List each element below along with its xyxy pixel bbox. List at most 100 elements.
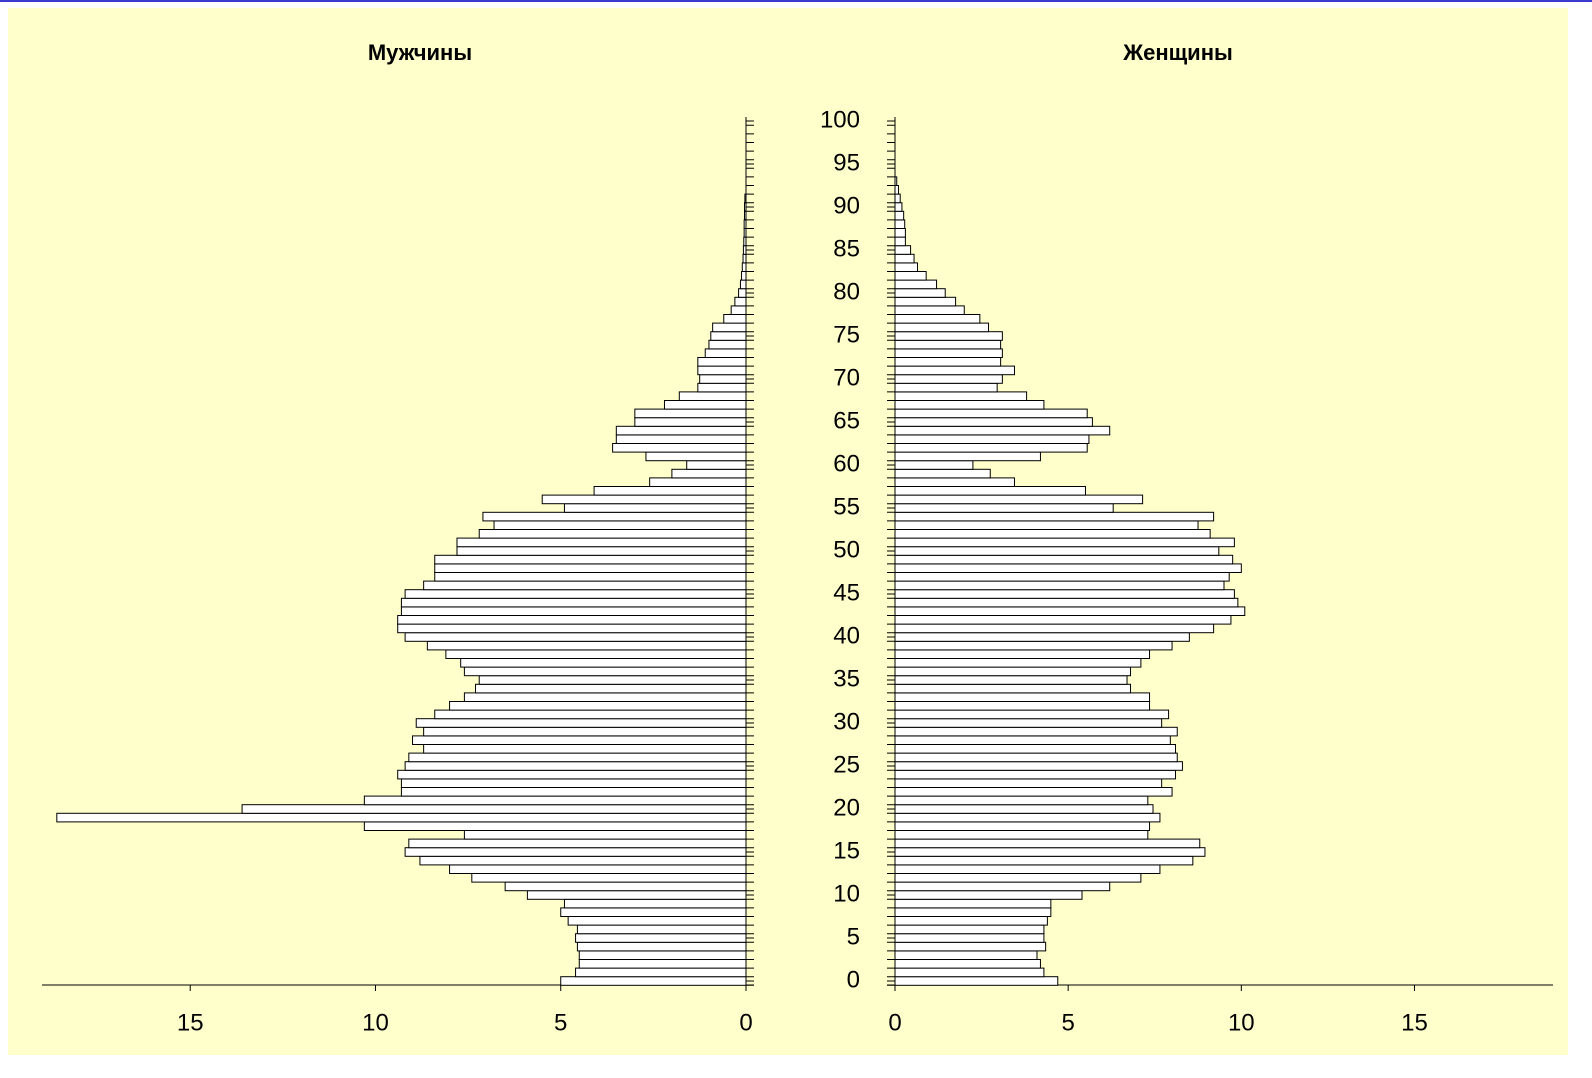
bar (894, 847, 1206, 857)
bar (894, 477, 1015, 487)
bar (686, 460, 747, 470)
bar (434, 554, 747, 565)
bar (708, 339, 747, 350)
bar (434, 563, 747, 574)
bar (894, 795, 1149, 806)
bar (894, 864, 1161, 875)
bar (894, 761, 1183, 771)
bar (894, 520, 1199, 531)
bar (894, 537, 1235, 548)
bar (894, 916, 1048, 926)
bar (894, 907, 1052, 918)
bar (445, 649, 747, 660)
bar (400, 787, 747, 797)
bar (894, 675, 1128, 685)
bar (612, 443, 747, 453)
chart-title: Женщины (1122, 40, 1233, 65)
bar (434, 572, 747, 582)
bar (738, 288, 747, 298)
bar (894, 322, 990, 333)
bar (894, 632, 1190, 642)
bar (563, 898, 747, 909)
bar (894, 855, 1194, 866)
bar (734, 296, 747, 307)
bar (894, 314, 981, 324)
bar (894, 434, 1090, 444)
bar (578, 959, 747, 969)
bar (704, 348, 747, 358)
bar (894, 219, 906, 229)
bar (634, 417, 747, 427)
bar (894, 193, 901, 204)
bar (894, 400, 1045, 410)
bar (739, 279, 747, 290)
bar (744, 210, 747, 221)
bar (894, 563, 1242, 574)
bar (697, 357, 747, 367)
bar (894, 735, 1171, 746)
y-minor-ticks (746, 124, 754, 986)
bar (894, 838, 1201, 849)
bar (578, 950, 747, 961)
bar (894, 649, 1151, 660)
bar (526, 890, 747, 900)
bar (894, 898, 1052, 909)
bar (482, 511, 747, 522)
x-tick-label: 0 (739, 1009, 752, 1036)
y-tick-label: 15 (833, 837, 860, 864)
bar (575, 967, 747, 978)
y-tick-label: 30 (833, 708, 860, 735)
bar (645, 451, 747, 462)
bar (575, 933, 747, 943)
y-tick-label: 65 (833, 407, 860, 434)
bar (894, 640, 1173, 651)
bar (463, 692, 747, 703)
bar (404, 847, 747, 857)
bar (894, 615, 1232, 625)
bar (894, 494, 1144, 505)
bar (434, 709, 747, 720)
bar (894, 718, 1163, 728)
bar (894, 236, 906, 247)
bar (894, 365, 1015, 376)
bar (894, 597, 1239, 608)
bar (404, 632, 747, 642)
top-border (0, 0, 1592, 2)
y-tick-label: 0 (847, 966, 860, 993)
chart-title: Мужчины (368, 40, 472, 65)
bar (419, 855, 747, 866)
y-tick-label: 45 (833, 579, 860, 606)
bar (475, 683, 747, 694)
bar (504, 881, 747, 892)
bar (894, 425, 1111, 436)
bar (593, 486, 747, 496)
bar (894, 408, 1088, 419)
bar (894, 580, 1225, 591)
bar (449, 701, 747, 711)
bar (894, 881, 1111, 892)
bar (560, 976, 747, 986)
bar (426, 640, 747, 651)
bar (699, 374, 747, 384)
x-tick-label: 5 (554, 1009, 567, 1036)
bar (563, 503, 747, 513)
bar (615, 434, 747, 444)
bar (894, 417, 1093, 427)
bar (894, 486, 1086, 496)
bar (894, 778, 1163, 789)
bar (397, 615, 747, 625)
bar (408, 752, 747, 763)
bar (449, 864, 747, 875)
bar (894, 228, 906, 238)
x-tick-label: 15 (177, 1009, 204, 1036)
x-tick-label: 10 (362, 1009, 389, 1036)
y-tick-label: 35 (833, 665, 860, 692)
bar (678, 391, 747, 401)
bar (478, 529, 747, 539)
y-tick-label: 100 (820, 106, 860, 133)
plot-background (8, 8, 1568, 1055)
bar (634, 408, 747, 419)
bar (463, 666, 747, 677)
bar (894, 468, 991, 479)
